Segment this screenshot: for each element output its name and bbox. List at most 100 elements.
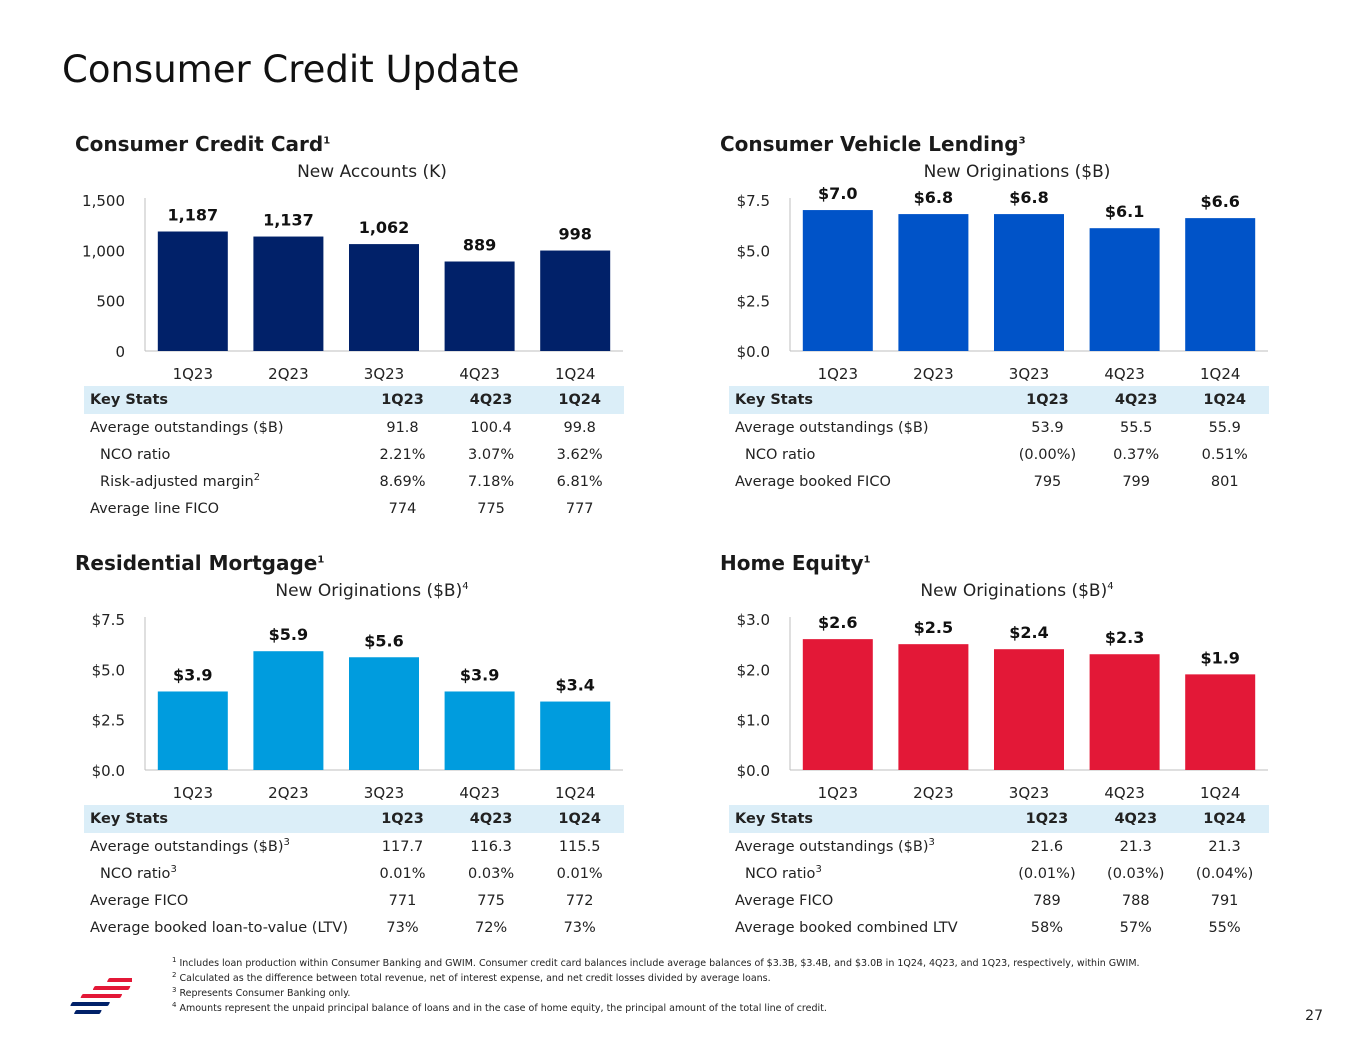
table-row: Average booked FICO 795 799 801 xyxy=(729,468,1269,495)
bar-2q23 xyxy=(898,644,969,770)
bar-data-label: 1,137 xyxy=(263,211,314,230)
row-value: 73% xyxy=(563,919,596,936)
bar-data-label: $6.6 xyxy=(1200,192,1239,211)
panel-home-equity: Home Equity1 New Originations ($B)4 $0.0 $… xyxy=(720,551,1275,951)
x-tick-label: 4Q23 xyxy=(459,784,499,802)
bar-chart-mortgage-originations: New Originations ($B)4 $0.0 $2.5 $5.0 $7.5 $3… xyxy=(92,581,623,802)
table-row: Average outstandings ($B)3 21.6 21.3 21.3 xyxy=(729,833,1269,860)
row-label: Average FICO xyxy=(735,892,834,909)
y-tick-label: 1,000 xyxy=(82,242,125,260)
table-header-cell: 1Q23 xyxy=(1002,805,1092,833)
chart-subtitle: New Originations ($B)4 xyxy=(275,581,468,601)
footnote: 1 Includes loan production within Consum… xyxy=(172,955,1140,969)
table-header-row: Key Stats 1Q23 4Q23 1Q24 xyxy=(84,805,624,833)
key-stats-table: Key Stats 1Q23 4Q23 1Q24 Average outstanding… xyxy=(729,386,1269,495)
row-value: 21.3 xyxy=(1208,838,1241,855)
bar-data-label: $2.4 xyxy=(1009,623,1048,642)
x-tick-label: 2Q23 xyxy=(268,365,308,383)
row-label: Average booked loan-to-value (LTV) xyxy=(90,919,348,936)
row-label: Average booked combined LTV xyxy=(735,919,958,936)
row-value: 6.81% xyxy=(556,473,603,490)
panel-consumer-credit-card: Consumer Credit Card1 New Accounts (K) 0 5… xyxy=(75,132,630,532)
bank-flag-logo-icon xyxy=(70,978,132,1014)
row-value: 100.4 xyxy=(470,419,512,436)
row-label: NCO ratio3 xyxy=(100,863,177,882)
table-header-cell: 1Q24 xyxy=(1180,805,1269,833)
row-value: 21.3 xyxy=(1119,838,1152,855)
y-tick-label: $2.5 xyxy=(737,293,770,311)
y-tick-label: $7.5 xyxy=(737,192,770,210)
panel-title: Consumer Vehicle Lending3 xyxy=(720,132,1026,156)
row-value: 99.8 xyxy=(563,419,596,436)
row-label: NCO ratio3 xyxy=(745,863,822,882)
row-label: Average line FICO xyxy=(90,500,220,517)
row-value: 117.7 xyxy=(381,838,424,855)
table-row: Average outstandings ($B) 91.8 100.4 99.8 xyxy=(84,414,624,441)
chart-subtitle: New Originations ($B) xyxy=(924,162,1111,182)
row-label: NCO ratio xyxy=(745,446,816,463)
row-value: 775 xyxy=(477,892,505,909)
bar-data-label: $6.1 xyxy=(1105,202,1144,221)
table-header-cell: 1Q23 xyxy=(358,386,447,414)
table-header-row: Key Stats 1Q23 4Q23 1Q24 xyxy=(729,805,1269,833)
row-value: (0.04%) xyxy=(1195,865,1254,882)
table-row: Average booked combined LTV 58% 57% 55% xyxy=(729,914,1269,941)
bar-3q23 xyxy=(994,649,1064,770)
table-row: Average outstandings ($B)3 117.7 116.3 115.… xyxy=(84,833,624,860)
y-tick-label: $1.0 xyxy=(737,712,770,730)
page-number: 27 xyxy=(1305,1008,1323,1024)
y-tick-label: 1,500 xyxy=(82,192,125,210)
bar-1q23 xyxy=(157,231,228,351)
footnotes: 1 Includes loan production within Consum… xyxy=(172,956,1140,1016)
panel-title: Residential Mortgage1 xyxy=(75,551,325,575)
x-tick-label: 1Q23 xyxy=(818,365,858,383)
footnote: 3 Represents Consumer Banking only. xyxy=(172,985,351,999)
x-tick-label: 3Q23 xyxy=(364,784,404,802)
table-header-cell: Key Stats xyxy=(84,805,359,833)
row-value: 0.37% xyxy=(1113,446,1160,463)
key-stats-table: Key Stats 1Q23 4Q23 1Q24 Average outstanding… xyxy=(84,805,624,941)
row-value: 57% xyxy=(1119,919,1152,936)
x-tick-label: 1Q23 xyxy=(173,784,213,802)
x-tick-label: 3Q23 xyxy=(364,365,404,383)
x-tick-label: 1Q24 xyxy=(1200,784,1240,802)
row-value: 116.3 xyxy=(470,838,512,855)
row-value: 53.9 xyxy=(1031,419,1064,436)
x-tick-label: 4Q23 xyxy=(459,365,499,383)
y-tick-label: 500 xyxy=(96,293,125,311)
bar-4q23 xyxy=(444,691,515,770)
row-label: Average outstandings ($B)3 xyxy=(735,836,935,855)
row-value: 791 xyxy=(1210,892,1239,909)
panel-residential-mortgage: Residential Mortgage1 New Originations (… xyxy=(75,551,630,951)
y-tick-label: $5.0 xyxy=(737,242,770,260)
row-value: 73% xyxy=(386,919,419,936)
table-header-cell: 4Q23 xyxy=(1091,805,1181,833)
table-header-cell: Key Stats xyxy=(84,386,359,414)
row-value: 795 xyxy=(1033,473,1062,490)
bar-1q24 xyxy=(540,250,611,351)
row-value: 0.51% xyxy=(1201,446,1248,463)
bar-1q24 xyxy=(540,701,611,770)
bar-1q23 xyxy=(802,210,873,351)
row-value: 788 xyxy=(1121,892,1150,909)
table-header-cell: Key Stats xyxy=(729,386,1003,414)
row-value: 0.01% xyxy=(379,865,426,882)
y-tick-label: $7.5 xyxy=(92,611,125,629)
table-row: Average FICO 771 775 772 xyxy=(84,887,624,914)
y-tick-label: $2.5 xyxy=(92,712,125,730)
row-value: (0.03%) xyxy=(1107,865,1165,882)
y-tick-label: $5.0 xyxy=(92,661,125,679)
row-value: (0.00%) xyxy=(1018,446,1077,463)
page-title: Consumer Credit Update xyxy=(62,48,520,91)
row-value: 0.01% xyxy=(556,865,603,882)
row-value: (0.01%) xyxy=(1018,865,1076,882)
row-value: 21.6 xyxy=(1030,838,1064,855)
x-tick-label: 2Q23 xyxy=(913,365,953,383)
bar-data-label: $3.4 xyxy=(555,676,594,695)
table-row: Average outstandings ($B) 53.9 55.5 55.9 xyxy=(729,414,1269,441)
bar-data-label: $6.8 xyxy=(914,188,953,207)
x-tick-label: 3Q23 xyxy=(1009,784,1049,802)
row-value: 115.5 xyxy=(558,838,601,855)
bar-2q23 xyxy=(253,236,324,351)
table-header-row: Key Stats 1Q23 4Q23 1Q24 xyxy=(84,386,624,414)
